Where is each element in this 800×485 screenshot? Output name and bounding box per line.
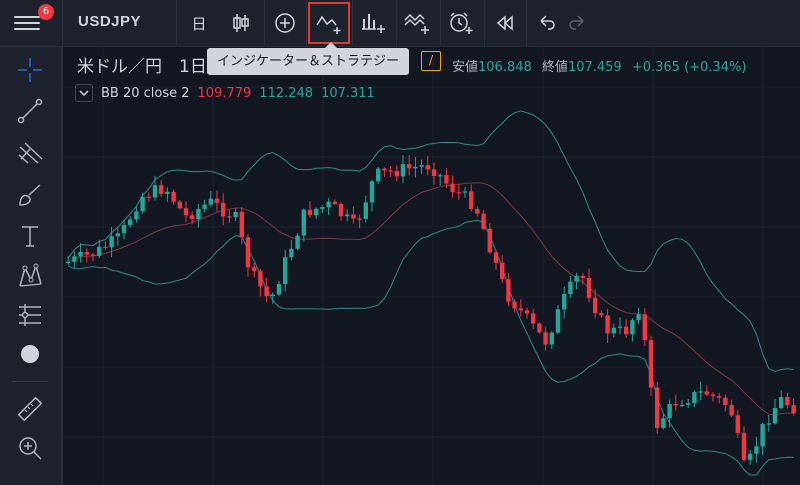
- low-value: 106.848: [478, 60, 532, 75]
- trend-line-icon[interactable]: [15, 96, 45, 126]
- chevron-down-icon: [79, 90, 89, 97]
- notification-badge: 6: [38, 4, 54, 20]
- alert-icon[interactable]: [440, 2, 482, 44]
- low-label: 安値: [452, 60, 479, 75]
- hotkey-badge: /: [421, 51, 441, 71]
- collapse-toggle[interactable]: [75, 84, 93, 102]
- interval-button[interactable]: 日: [178, 2, 220, 44]
- top-toolbar: 6 USDJPY 日: [0, 0, 800, 47]
- ruler-icon[interactable]: [15, 394, 45, 424]
- candlestick-series: [66, 154, 796, 465]
- compare-bars-icon[interactable]: [352, 2, 394, 44]
- indicator-upper-value: 109.779: [197, 85, 252, 101]
- pattern-icon[interactable]: [15, 261, 45, 291]
- zoom-icon[interactable]: [15, 433, 45, 463]
- pitchfork-icon[interactable]: [15, 138, 45, 168]
- crosshair-icon[interactable]: [15, 55, 45, 85]
- interval-label: 日: [191, 14, 207, 33]
- bollinger-upper-band: [67, 110, 794, 372]
- undo-icon[interactable]: [526, 2, 568, 44]
- bollinger-lower-band: [68, 219, 794, 476]
- templates-icon[interactable]: [396, 2, 438, 44]
- indicators-icon[interactable]: [308, 2, 350, 44]
- symbol-search-button[interactable]: USDJPY: [78, 13, 142, 30]
- brush-icon[interactable]: [15, 180, 45, 210]
- chart-pane[interactable]: [63, 47, 800, 485]
- menu-icon[interactable]: [14, 12, 40, 34]
- indicator-basis-value: 112.248: [259, 85, 314, 101]
- ohlc-readout: 安値106.848 終値107.459 +0.365 (+0.34%): [452, 56, 746, 75]
- drawing-toolbar: [0, 47, 63, 485]
- close-label: 終値: [541, 60, 568, 75]
- change-value: +0.365 (+0.34%): [631, 60, 747, 75]
- redo-icon[interactable]: [556, 2, 598, 44]
- close-value: 107.459: [567, 60, 622, 75]
- replay-icon[interactable]: [484, 2, 526, 44]
- long-position-icon[interactable]: [15, 300, 45, 330]
- chart-title: 米ドル／円 1日: [77, 57, 207, 77]
- dot-icon[interactable]: [15, 339, 45, 369]
- bollinger-basis-line: [67, 182, 794, 416]
- price-chart: [63, 47, 800, 485]
- indicators-tooltip: インジケーター＆ストラテジー: [207, 42, 410, 75]
- indicator-legend: BB 20 close 2 109.779 112.248 107.311: [75, 84, 375, 102]
- chart-grid: [63, 47, 800, 485]
- indicator-name[interactable]: BB 20 close 2: [101, 85, 190, 101]
- candles-icon[interactable]: [220, 2, 262, 44]
- plus-circle-icon[interactable]: [264, 2, 306, 44]
- text-icon[interactable]: [15, 221, 45, 251]
- indicator-lower-value: 107.311: [321, 85, 375, 101]
